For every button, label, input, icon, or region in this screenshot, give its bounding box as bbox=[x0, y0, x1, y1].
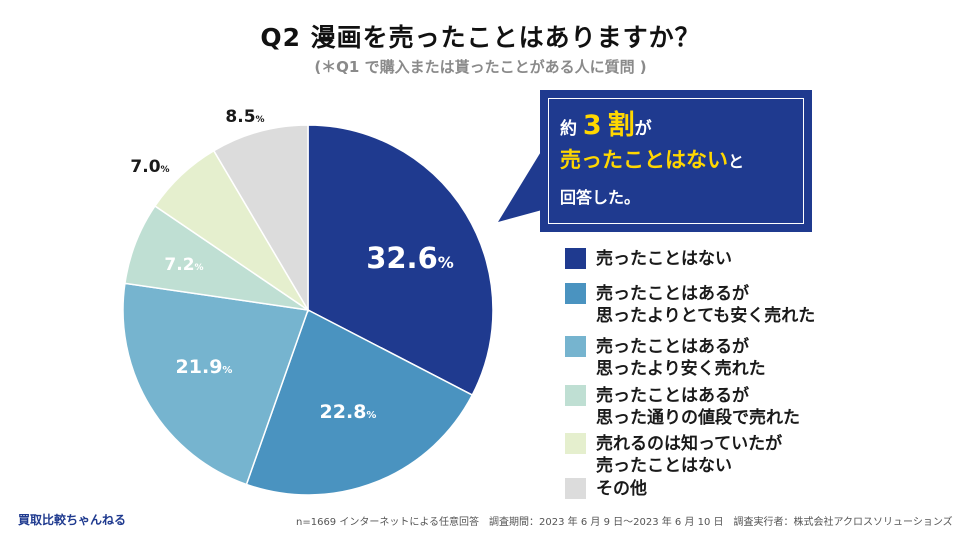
callout-line-2: 売ったことはないと bbox=[560, 143, 744, 179]
callout-highlight: 売ったことはない bbox=[560, 148, 728, 172]
pie-value-label: 8.5% bbox=[225, 107, 264, 127]
chart-subtitle: (＊Q1 で購入または貰ったことがある人に質問 ) bbox=[314, 58, 647, 76]
legend-label-line: 売ったことはあるが bbox=[596, 386, 749, 406]
legend-swatch bbox=[565, 478, 586, 499]
legend-label-line: その他 bbox=[596, 479, 647, 499]
callout-number: 3 bbox=[582, 110, 602, 141]
brand-logo-text: 買取比較ちゃんねる bbox=[18, 513, 127, 527]
pie-slice bbox=[307, 124, 494, 397]
legend-item: その他 bbox=[565, 478, 647, 500]
legend-label-line: 売ったことはあるが bbox=[596, 337, 749, 357]
legend-swatch bbox=[565, 248, 586, 269]
legend-label: 売ったことはない bbox=[596, 248, 732, 270]
legend-label: 売ったことはあるが 思った通りの値段で売れた bbox=[596, 385, 800, 429]
callout-pointer bbox=[498, 150, 542, 222]
pie-slice bbox=[122, 282, 310, 486]
callout-box: 約 3 割が 売ったことはないと 回答した。 bbox=[540, 90, 812, 232]
legend-item: 売れるのは知っていたが 売ったことはない bbox=[565, 433, 782, 477]
legend-label-line: 売れるのは知っていたが bbox=[596, 434, 783, 454]
legend-label-line: 売ったことはない bbox=[596, 249, 732, 269]
legend-label-line: 思ったよりとても安く売れた bbox=[596, 306, 816, 326]
legend-label: 売ったことはあるが 思ったより安く売れた bbox=[596, 336, 766, 380]
callout-border bbox=[548, 98, 804, 224]
legend-label-line: 売ったことはあるが bbox=[596, 284, 749, 304]
callout-line-3: 回答した。 bbox=[560, 188, 641, 207]
callout-suffix-1: が bbox=[634, 119, 652, 139]
legend-label: 売ったことはあるが 思ったよりとても安く売れた bbox=[596, 283, 815, 327]
pie-value-label: 7.2% bbox=[164, 255, 203, 275]
legend-label-line: 思ったより安く売れた bbox=[596, 359, 766, 379]
pie-value-label: 21.9% bbox=[176, 356, 233, 378]
legend-item: 売ったことはない bbox=[565, 248, 732, 270]
legend-swatch bbox=[565, 433, 586, 454]
pie-slice bbox=[212, 124, 309, 313]
callout-suffix-2: と bbox=[728, 152, 745, 171]
chart-title: Q2 漫画を売ったことはありますか？ bbox=[260, 23, 701, 52]
callout-text: 約 3 割が 売ったことはないと 回答した。 bbox=[560, 112, 744, 213]
pie-slice bbox=[245, 308, 474, 496]
legend-swatch bbox=[565, 283, 586, 304]
callout-word: 割 bbox=[607, 110, 635, 141]
legend-item: 売ったことはあるが 思ったよりとても安く売れた bbox=[565, 283, 815, 327]
pie-value-label: 7.0% bbox=[130, 157, 169, 177]
legend-label: 売れるのは知っていたが 売ったことはない bbox=[596, 433, 782, 477]
pie-value-label: 22.8% bbox=[320, 401, 377, 423]
legend-label-line: 売ったことはない bbox=[596, 456, 732, 476]
callout-prefix: 約 bbox=[560, 119, 577, 139]
pie-value-label: 32.6% bbox=[366, 241, 454, 275]
legend-item: 売ったことはあるが 思ったより安く売れた bbox=[565, 336, 766, 380]
legend-item: 売ったことはあるが 思った通りの値段で売れた bbox=[565, 385, 800, 429]
legend-swatch bbox=[565, 336, 586, 357]
callout-line-1: 約 3 割が bbox=[560, 112, 744, 143]
callout-background bbox=[540, 90, 812, 232]
legend-label: その他 bbox=[596, 478, 647, 500]
legend-swatch bbox=[565, 385, 586, 406]
survey-footnote: n=1669 インターネットによる任意回答 調査期間：2023 年 6 月 9 … bbox=[296, 517, 953, 528]
legend-label-line: 思った通りの値段で売れた bbox=[596, 408, 800, 428]
